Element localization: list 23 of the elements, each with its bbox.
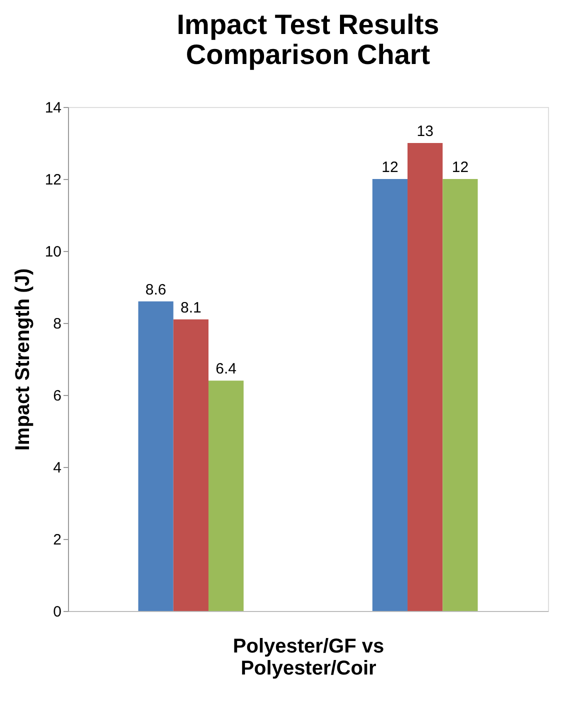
y-tick-label: 4	[53, 460, 62, 476]
y-tick-label: 12	[44, 172, 62, 188]
bar	[208, 380, 244, 611]
data-label: 8.6	[145, 281, 166, 298]
data-label: 13	[416, 123, 434, 140]
data-label: 12	[382, 159, 398, 176]
y-tick-label: 6	[53, 388, 62, 404]
y-tick-label: 2	[53, 532, 62, 548]
bar	[138, 301, 174, 611]
y-tick-label: 14	[44, 100, 62, 116]
data-label: 12	[452, 159, 469, 176]
y-axis-title: Impact Strength (J)	[12, 268, 34, 451]
chart-title: Impact Test Results Comparison Chart	[176, 9, 440, 70]
y-tick-label: 0	[53, 604, 62, 620]
y-tick-label: 8	[53, 316, 62, 332]
x-axis-title: Polyester/GF vs Polyester/Coir	[232, 636, 384, 680]
bar	[173, 319, 208, 611]
data-label: 6.4	[216, 360, 236, 378]
bar	[372, 179, 408, 611]
bar	[442, 179, 478, 611]
y-tick-label: 10	[44, 244, 62, 260]
data-label: 8.1	[180, 299, 202, 316]
bar	[408, 143, 443, 611]
